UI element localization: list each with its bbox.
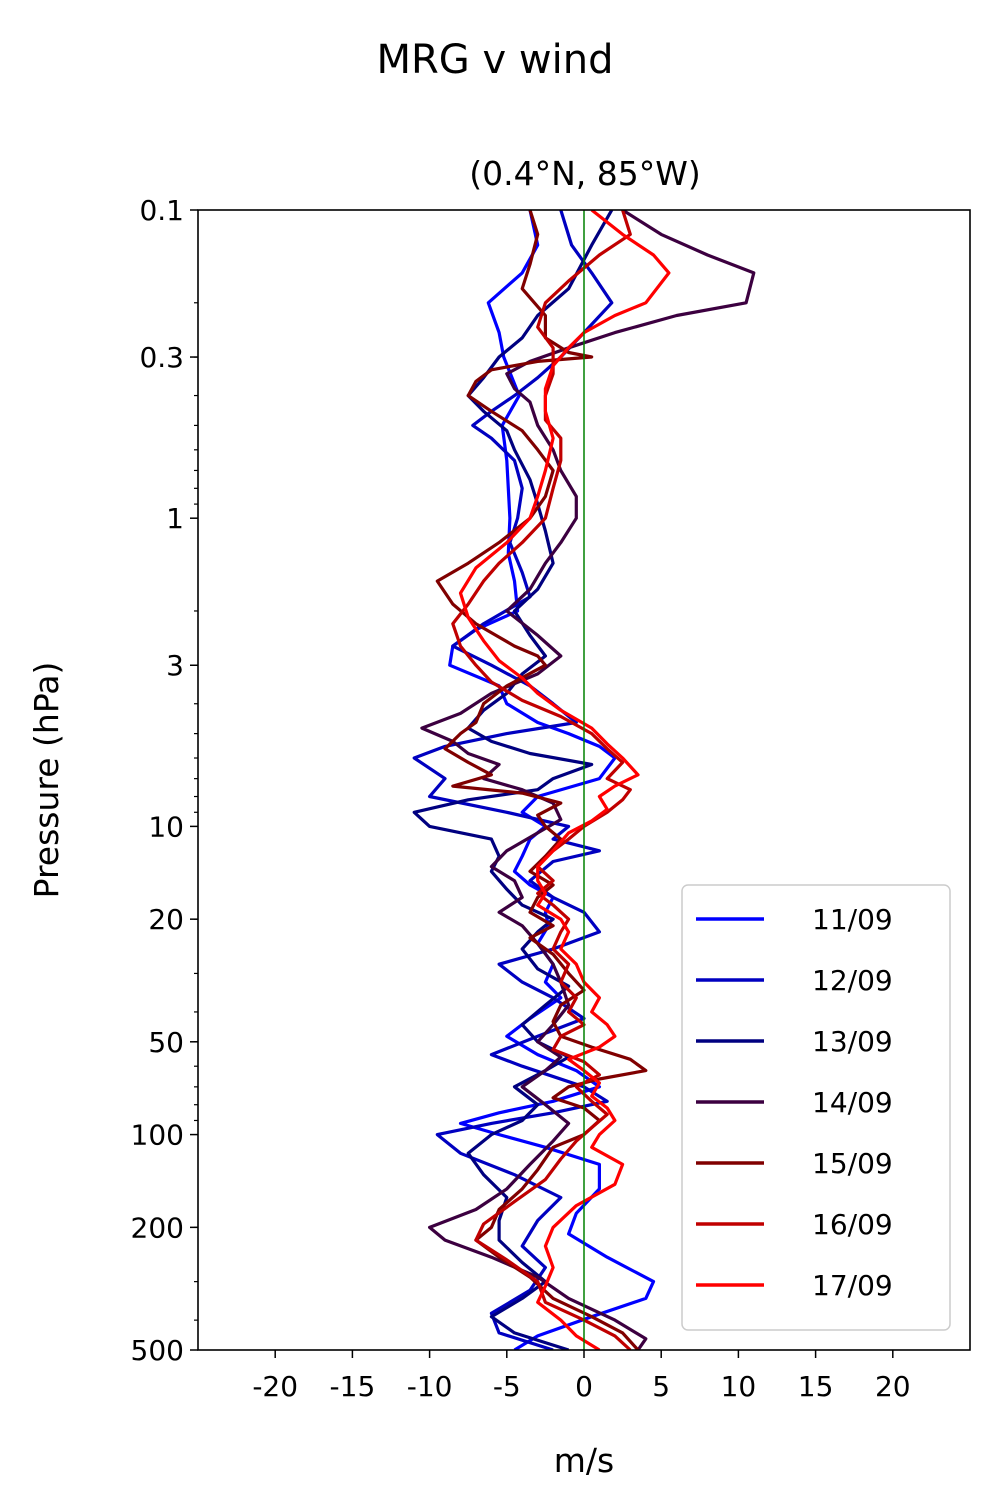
plot-frame — [197, 209, 971, 1351]
legend-label: 14/09 — [812, 1086, 893, 1119]
legend-box — [681, 884, 951, 1331]
series-line — [435, 210, 648, 1350]
y-tick-label: 50 — [148, 1026, 184, 1059]
legend-label: 13/09 — [812, 1025, 893, 1058]
legend-label: 11/09 — [812, 903, 893, 936]
series-line — [458, 210, 671, 1350]
x-tick-label: -5 — [493, 1370, 521, 1403]
chart-suptitle: MRG v wind — [377, 37, 614, 83]
series-line — [412, 210, 614, 1350]
x-tick-label: -10 — [407, 1370, 453, 1403]
y-axis: 0.1 0.3 1 3 10 20 50 100 200 500 — [131, 194, 198, 1367]
x-tick-label: 10 — [721, 1370, 757, 1403]
series-lines — [412, 210, 756, 1350]
y-tick-label: 0.1 — [139, 194, 184, 227]
series-line — [451, 210, 632, 1350]
legend-label: 17/09 — [812, 1269, 893, 1302]
y-tick-label: 200 — [131, 1211, 184, 1244]
x-tick-label: -15 — [330, 1370, 376, 1403]
y-tick-label: 500 — [131, 1334, 184, 1367]
y-tick-label: 1 — [166, 502, 184, 535]
x-axis: -20 -15 -10 -5 0 5 10 15 20 — [252, 1350, 911, 1403]
y-tick-label: 0.3 — [139, 341, 184, 374]
legend: 11/09 12/09 13/09 14/09 15/09 16/09 17/09 — [681, 884, 951, 1331]
x-tick-label: 5 — [652, 1370, 670, 1403]
x-tick-label: 0 — [575, 1370, 593, 1403]
series-line — [448, 210, 656, 1350]
x-tick-label: 20 — [875, 1370, 911, 1403]
y-tick-label: 10 — [148, 810, 184, 843]
chart-title: (0.4°N, 85°W) — [469, 154, 701, 193]
legend-label: 15/09 — [812, 1147, 893, 1180]
legend-label: 12/09 — [812, 964, 893, 997]
y-tick-label: 3 — [166, 649, 184, 682]
y-axis-label: Pressure (hPa) — [27, 662, 66, 899]
x-tick-label: 15 — [798, 1370, 834, 1403]
x-tick-label: -20 — [252, 1370, 298, 1403]
series-line — [412, 210, 614, 1350]
y-tick-label: 20 — [148, 903, 184, 936]
y-tick-label: 100 — [131, 1119, 184, 1152]
x-axis-label: m/s — [554, 1441, 614, 1480]
legend-label: 16/09 — [812, 1208, 893, 1241]
